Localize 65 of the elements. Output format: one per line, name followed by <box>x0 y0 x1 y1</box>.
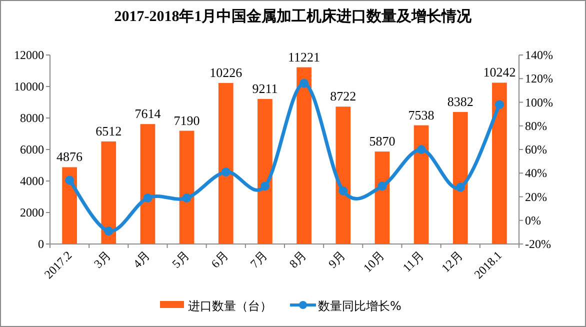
point <box>182 193 192 202</box>
point <box>416 145 426 154</box>
bar <box>414 125 429 244</box>
data-label: 7538 <box>408 107 434 122</box>
point <box>260 182 270 191</box>
y2-tick-label: 100% <box>525 95 553 110</box>
bar <box>452 112 468 244</box>
x-tick-label: 3月 <box>91 248 114 271</box>
data-label: 11221 <box>288 49 320 64</box>
point <box>104 226 114 236</box>
legend-label: 进口数量（台） <box>188 299 272 313</box>
x-tick-label: 9月 <box>326 248 348 271</box>
bar <box>336 106 351 244</box>
point <box>378 182 387 191</box>
chart-title: 2017-2018年1月中国金属加工机床进口数量及增长情况 <box>114 7 473 25</box>
y-tick-label: 4000 <box>20 174 44 188</box>
data-label: 8382 <box>447 94 474 109</box>
y-tick-label: 6000 <box>20 142 44 156</box>
data-label: 6512 <box>96 123 122 138</box>
bar <box>101 141 116 244</box>
point <box>300 78 309 88</box>
y2-tick-label: 120% <box>525 72 553 86</box>
y-tick-label: 10000 <box>14 80 44 94</box>
point <box>143 193 152 202</box>
data-label: 8722 <box>330 88 356 104</box>
x-tick-label: 7月 <box>247 248 270 271</box>
y2-tick-label: 40% <box>525 166 547 180</box>
bar <box>492 82 507 244</box>
y2-tick-label: 60% <box>525 142 547 156</box>
x-tick-label: 5月 <box>169 248 192 271</box>
x-tick-label: 6月 <box>208 248 231 271</box>
point <box>456 182 465 192</box>
point <box>494 100 504 110</box>
bar <box>140 124 156 244</box>
x-tick-label: 12月 <box>438 248 466 276</box>
bar <box>218 82 234 244</box>
data-label: 5870 <box>369 134 396 149</box>
x-tick-label: 4月 <box>130 248 153 271</box>
y2-tick-label: 20% <box>525 190 547 204</box>
data-label: 4876 <box>56 149 84 164</box>
y2-tick-label: 0% <box>525 213 541 228</box>
bar <box>62 167 77 244</box>
point <box>338 186 348 196</box>
y-tick-label: 8000 <box>20 111 44 125</box>
legend-label: 数量同比增长% <box>318 299 402 313</box>
point <box>65 176 74 185</box>
y-tick-label: 12000 <box>14 48 44 62</box>
y-tick-label: 0 <box>38 237 44 251</box>
y2-tick-label: -20% <box>525 237 551 251</box>
data-label: 10226 <box>210 64 243 80</box>
y2-tick-label: 140% <box>525 48 553 62</box>
bar <box>296 67 312 244</box>
data-label: 7190 <box>174 112 200 128</box>
x-tick-label: 8月 <box>286 248 310 271</box>
bar <box>374 152 390 244</box>
bar <box>179 130 194 244</box>
y2-tick-label: 80% <box>525 118 547 133</box>
data-label: 9211 <box>252 80 278 96</box>
y-tick-label: 2000 <box>20 206 44 220</box>
point <box>221 167 230 176</box>
x-tick-label: 11月 <box>400 248 426 275</box>
x-tick-label: 10月 <box>360 248 388 276</box>
bar <box>258 98 272 244</box>
data-label: 10242 <box>483 64 516 80</box>
data-label: 7614 <box>134 106 162 122</box>
